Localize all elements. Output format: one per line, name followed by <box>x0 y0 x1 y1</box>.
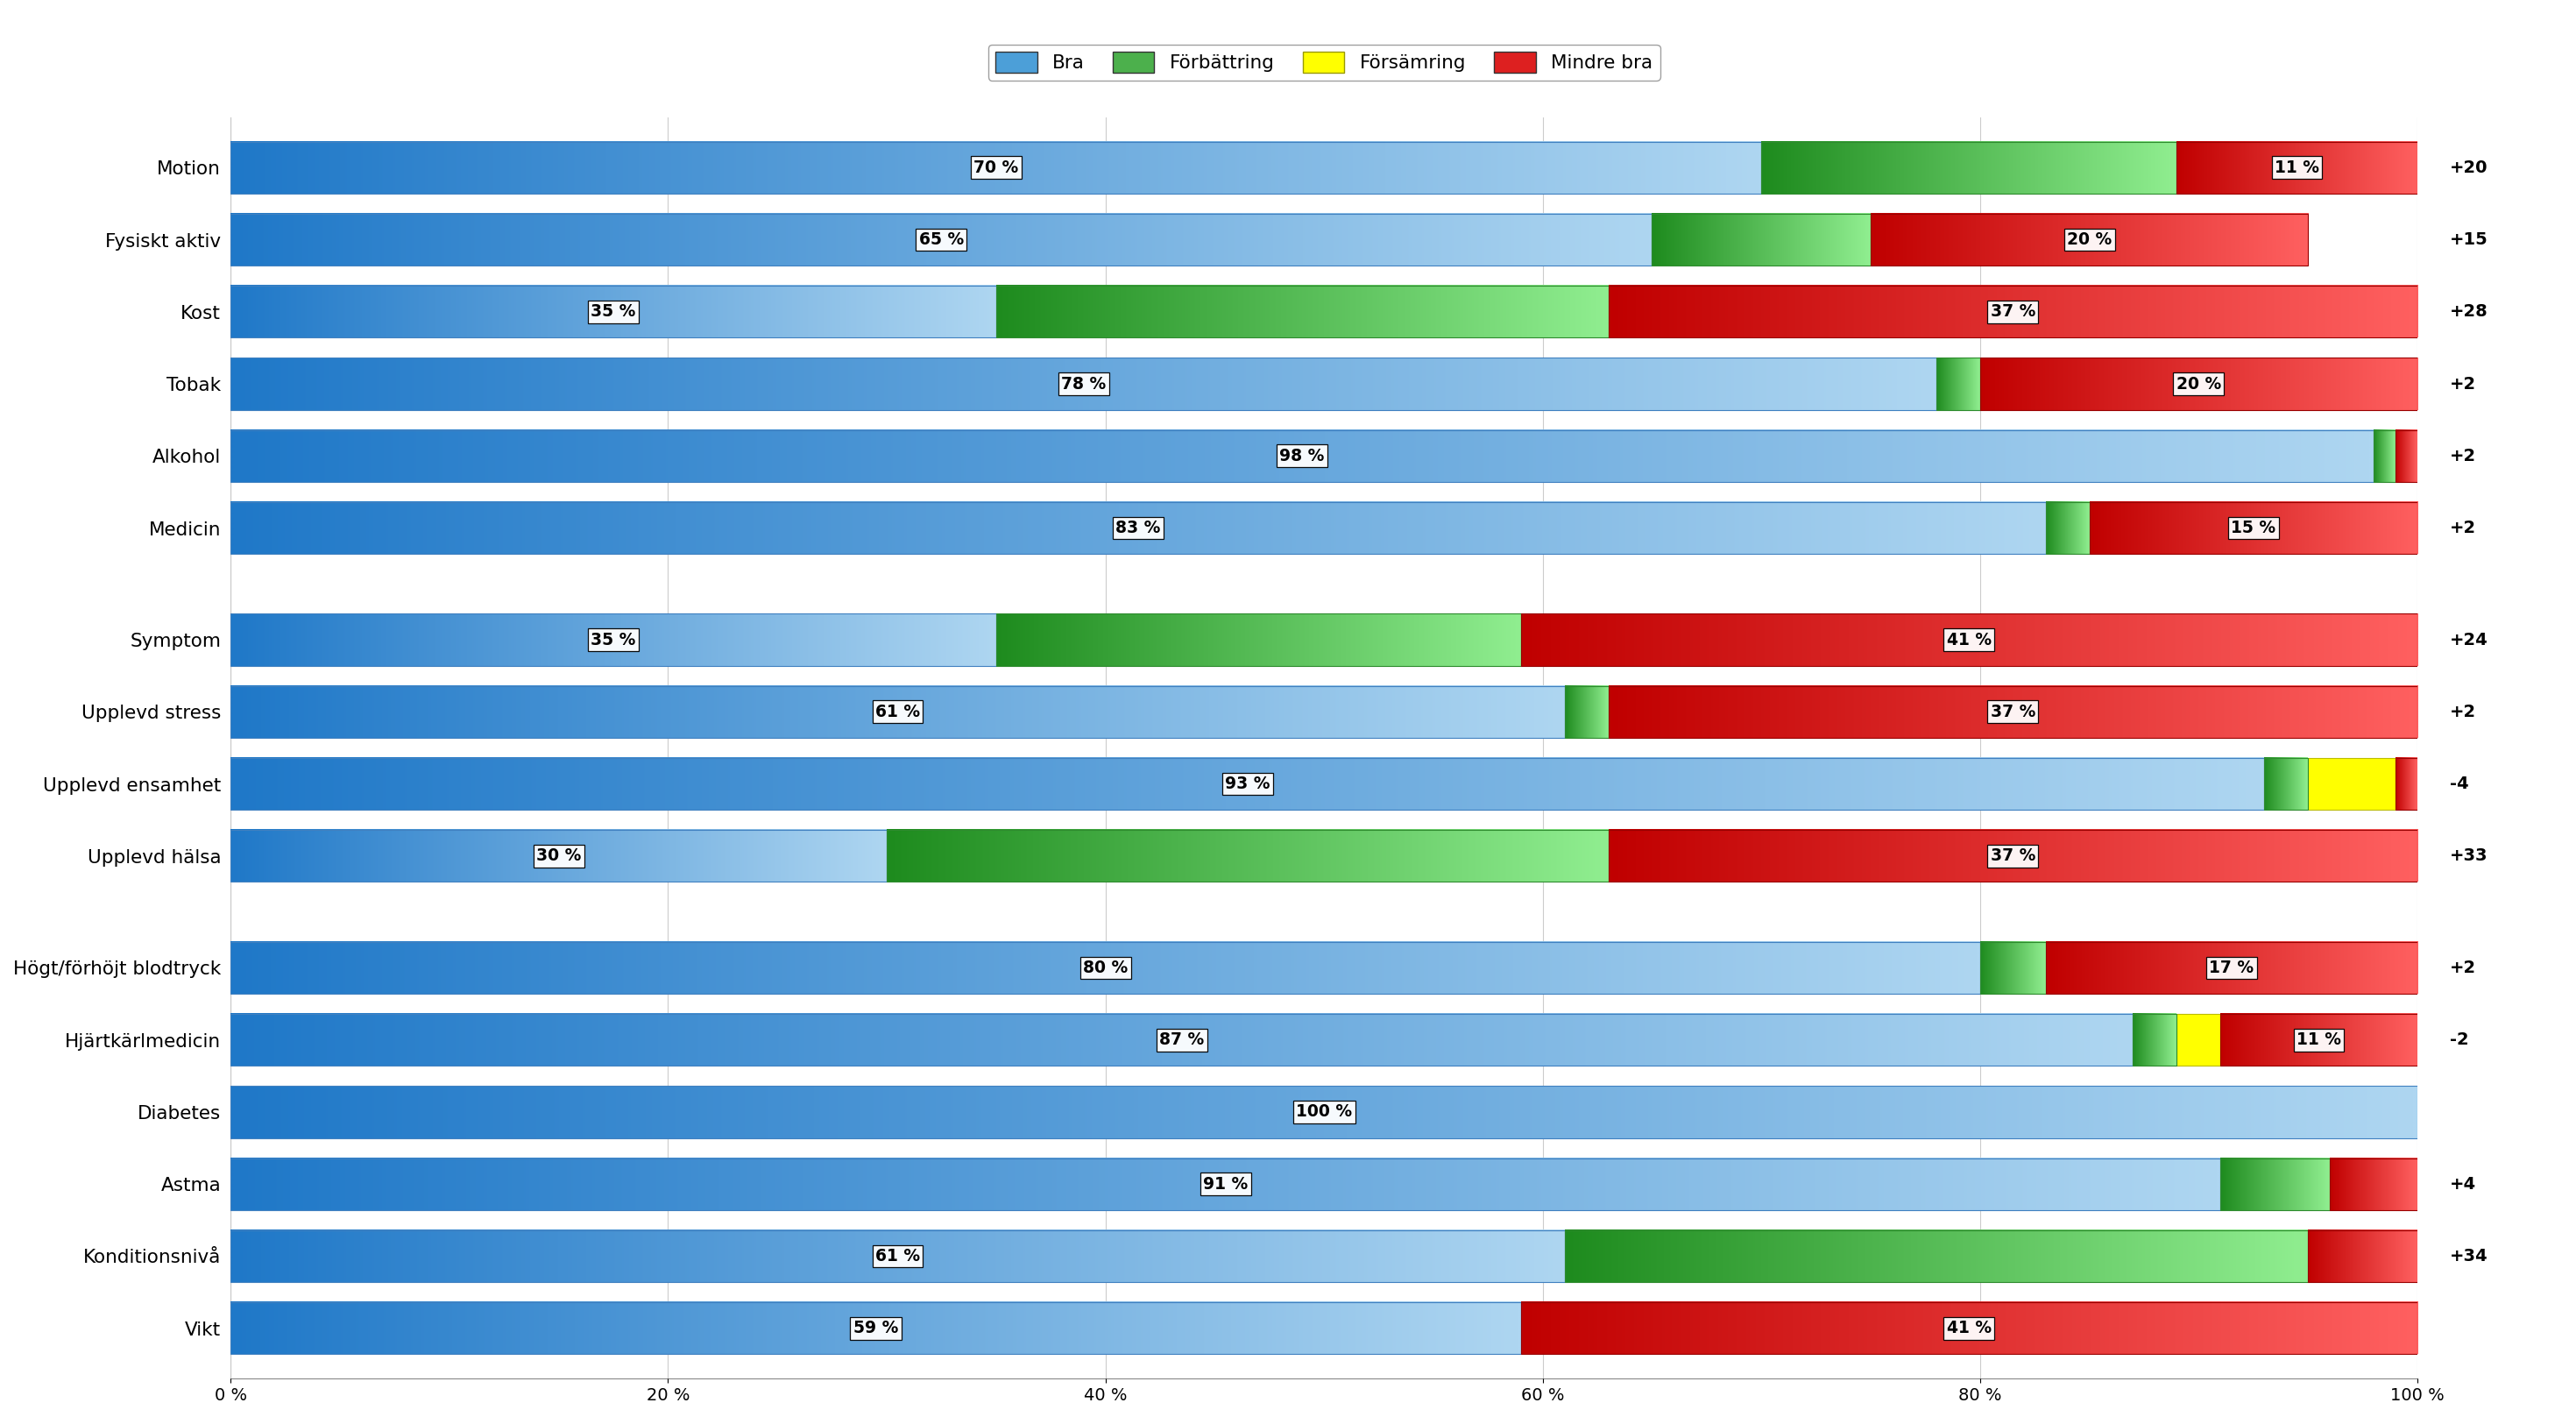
Bar <box>232 214 1651 265</box>
Bar <box>1981 359 2416 410</box>
Text: 78 %: 78 % <box>1061 376 1105 393</box>
Text: 80 %: 80 % <box>1082 959 1128 976</box>
Bar <box>232 614 997 666</box>
Bar <box>2045 942 2416 993</box>
Bar <box>1607 830 2416 881</box>
Bar <box>232 429 2372 482</box>
Bar <box>1870 214 2308 265</box>
Bar <box>997 286 1607 337</box>
Bar <box>232 1302 1520 1355</box>
Text: 20 %: 20 % <box>2066 231 2112 248</box>
Bar <box>2089 502 2416 554</box>
Bar <box>232 1085 2416 1138</box>
Bar <box>2372 429 2396 482</box>
Bar <box>2396 758 2416 811</box>
Bar <box>232 830 886 881</box>
Text: 35 %: 35 % <box>590 632 636 648</box>
Text: 87 %: 87 % <box>1159 1032 1206 1049</box>
Bar <box>232 1158 2221 1210</box>
Text: 100 %: 100 % <box>1296 1104 1352 1121</box>
Text: 11 %: 11 % <box>2298 1032 2342 1049</box>
Text: +28: +28 <box>2450 303 2488 320</box>
Text: 83 %: 83 % <box>1115 520 1162 537</box>
Text: +4: +4 <box>2450 1176 2476 1192</box>
Bar <box>232 286 997 337</box>
Text: 20 %: 20 % <box>2177 376 2221 393</box>
Text: +2: +2 <box>2450 704 2476 720</box>
Text: 65 %: 65 % <box>920 231 963 248</box>
Bar <box>1607 686 2416 738</box>
Bar <box>1981 942 2045 993</box>
Text: 91 %: 91 % <box>1203 1176 1249 1192</box>
Text: 37 %: 37 % <box>1991 847 2035 864</box>
Bar <box>1762 142 2177 194</box>
Bar <box>1564 1230 2308 1282</box>
Bar <box>2177 142 2416 194</box>
Text: 61 %: 61 % <box>876 1248 920 1264</box>
Bar <box>2396 429 2416 482</box>
Bar <box>1564 686 1607 738</box>
Bar <box>2308 1230 2416 1282</box>
Bar <box>232 758 2264 811</box>
Bar <box>2177 1015 2221 1066</box>
Text: +15: +15 <box>2450 231 2488 248</box>
Text: 11 %: 11 % <box>2275 159 2318 176</box>
Text: -4: -4 <box>2450 775 2468 792</box>
Text: +2: +2 <box>2450 520 2476 537</box>
Bar <box>886 830 1607 881</box>
Text: 30 %: 30 % <box>536 847 582 864</box>
Text: -2: -2 <box>2450 1032 2468 1049</box>
Bar <box>232 502 2045 554</box>
Text: 41 %: 41 % <box>1947 632 1991 648</box>
Text: +33: +33 <box>2450 847 2488 864</box>
Text: 17 %: 17 % <box>2210 959 2254 976</box>
Bar <box>232 359 1937 410</box>
Bar <box>1520 1302 2416 1355</box>
Text: +2: +2 <box>2450 376 2476 393</box>
Bar <box>2045 502 2089 554</box>
Legend: Bra, Förbättring, Försämring, Mindre bra: Bra, Förbättring, Försämring, Mindre bra <box>989 44 1659 81</box>
Bar <box>232 686 1564 738</box>
Bar <box>997 614 1520 666</box>
Text: +2: +2 <box>2450 959 2476 976</box>
Text: 15 %: 15 % <box>2231 520 2275 537</box>
Bar <box>2264 758 2308 811</box>
Bar <box>1607 286 2416 337</box>
Bar <box>1520 614 2416 666</box>
Text: +34: +34 <box>2450 1248 2488 1264</box>
Bar <box>2221 1158 2329 1210</box>
Text: 41 %: 41 % <box>1947 1319 1991 1336</box>
Bar <box>232 142 1762 194</box>
Text: 98 %: 98 % <box>1280 448 1324 465</box>
Bar <box>1937 359 1981 410</box>
Text: 35 %: 35 % <box>590 303 636 320</box>
Text: 70 %: 70 % <box>974 159 1018 176</box>
Bar <box>2308 758 2396 811</box>
Bar <box>232 1230 1564 1282</box>
Bar <box>232 942 1981 993</box>
Text: 61 %: 61 % <box>876 704 920 720</box>
Text: +2: +2 <box>2450 448 2476 465</box>
Bar <box>2133 1015 2177 1066</box>
Bar <box>2221 1015 2416 1066</box>
Bar <box>232 1015 2133 1066</box>
Bar <box>2329 1158 2416 1210</box>
Text: 37 %: 37 % <box>1991 303 2035 320</box>
Text: 59 %: 59 % <box>853 1319 899 1336</box>
Text: 37 %: 37 % <box>1991 704 2035 720</box>
Text: 93 %: 93 % <box>1226 775 1270 792</box>
Text: +20: +20 <box>2450 159 2488 176</box>
Text: +24: +24 <box>2450 632 2488 648</box>
Bar <box>1651 214 1870 265</box>
